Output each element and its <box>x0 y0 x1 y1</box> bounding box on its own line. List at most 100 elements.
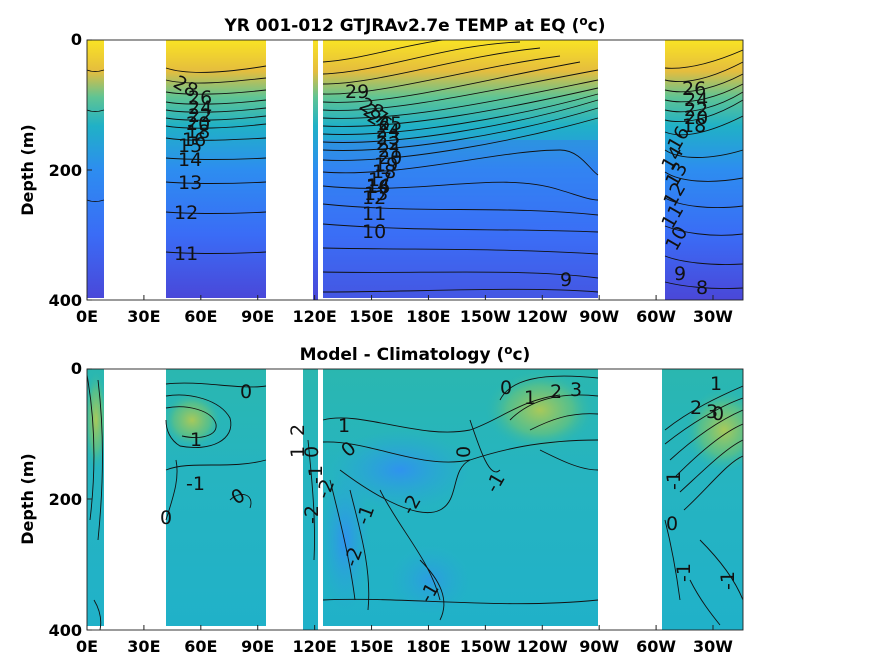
x-tick-label: 150E <box>349 307 393 326</box>
contour-label: 22 <box>188 105 212 127</box>
contour-label: 20 <box>186 113 210 135</box>
contour-label: 0 <box>240 381 252 403</box>
top-x-axis: 0E 30E 60E 90E 120E 150E 180E 150W 120W 90W 60W 30W <box>76 295 733 326</box>
contour-label: 3 <box>570 379 582 401</box>
contour-label: 26 <box>188 87 212 109</box>
top-y-axis: 0 200 400 Depth (m) <box>18 30 92 310</box>
contour-label: 18 <box>682 115 706 137</box>
x-tick-label: 0E <box>76 637 98 656</box>
y-tick-label: 0 <box>71 359 82 378</box>
x-tick-label: 120W <box>517 637 568 656</box>
contour-label: 19 <box>374 154 398 176</box>
y-axis-label: Depth (m) <box>18 124 37 216</box>
top-contours-indian <box>87 65 267 254</box>
contour-label: 3 <box>706 401 718 423</box>
x-tick-label: 120E <box>292 637 336 656</box>
contour-label: 1 <box>524 387 536 409</box>
land-americas <box>598 369 662 630</box>
contour-label: 1 <box>287 446 309 458</box>
contour-label: 0 <box>712 403 724 425</box>
contour-label: 0 <box>666 513 678 535</box>
contour-label: 21 <box>378 140 402 162</box>
x-tick-label: 180E <box>406 307 450 326</box>
land-africa <box>104 369 166 630</box>
x-tick-label: 90W <box>579 307 619 326</box>
contour-label: 20 <box>684 107 708 129</box>
contour-label: 9 <box>560 269 572 291</box>
x-tick-label: 30W <box>693 307 733 326</box>
y-tick-label: 0 <box>71 30 82 49</box>
y-tick-label: 200 <box>49 161 82 180</box>
x-tick-label: 60E <box>184 637 217 656</box>
contour-label: 13 <box>364 183 388 205</box>
y-tick-label: 200 <box>49 490 82 509</box>
contour-label: 22 <box>376 133 400 155</box>
contour-label: 9 <box>674 263 686 285</box>
contour-label: 18 <box>186 121 210 143</box>
contour-label: 25 <box>378 113 402 135</box>
contour-label: 0 <box>500 377 512 399</box>
x-tick-label: 30E <box>127 307 160 326</box>
top-field: 28 26 24 22 20 18 16 15 14 13 12 11 29 2… <box>87 40 743 300</box>
contour-label: 12 <box>174 202 198 224</box>
contour-label: 0 <box>160 507 172 529</box>
bottom-contours-pacific <box>307 375 599 621</box>
contour-label: 18 <box>372 161 396 183</box>
top-title: YR 001-012 GTJRAv2.7e TEMP at EQ (oc) <box>223 14 605 36</box>
bottom-x-axis: 0E 30E 60E 90E 120E 150E 180E 150W 120W 90W 60W 30W <box>76 625 733 656</box>
top-contours-pacific <box>322 40 599 293</box>
y-tick-label: 400 <box>49 291 82 310</box>
contour-label: 8 <box>696 277 708 299</box>
contour-label: 2 <box>287 424 309 436</box>
contour-label: -1 <box>673 563 695 582</box>
land-americas <box>598 40 665 300</box>
contour-label: 16 <box>366 176 390 198</box>
top-contours-atlantic <box>664 49 743 289</box>
contour-label: 29 <box>345 81 369 103</box>
x-tick-label: 90E <box>241 307 274 326</box>
y-tick-label: 400 <box>49 621 82 640</box>
bottom-contours-indian <box>87 374 267 630</box>
contour-label: 14 <box>366 175 390 197</box>
contour-label: 17 <box>368 169 392 191</box>
contour-label: 24 <box>188 97 212 119</box>
contour-label: 0 <box>301 446 323 458</box>
contour-label: 12 <box>362 187 386 209</box>
contour-label: -1 <box>305 465 327 484</box>
contour-label: -2 <box>301 505 323 524</box>
contour-label: 20 <box>378 147 402 169</box>
contour-label: 24 <box>376 120 400 142</box>
contour-label: 23 <box>376 127 400 149</box>
x-tick-label: 30E <box>127 637 160 656</box>
contour-label: 1 <box>338 415 350 437</box>
x-tick-label: 150E <box>349 637 393 656</box>
bottom-panel: Model - Climatology (oc) <box>18 343 744 656</box>
contour-label: 11 <box>362 203 386 225</box>
contour-label: -1 <box>663 471 685 490</box>
x-tick-label: 150W <box>460 307 511 326</box>
contour-label: 2 <box>550 381 562 403</box>
contour-label: 10 <box>362 221 386 243</box>
bottom-field: 0 1 -1 0 0 2 1 0 -1 1 0 -2 -2 -1 -2 -2 -… <box>87 369 743 630</box>
bottom-y-axis: 0 200 400 Depth (m) <box>18 359 92 640</box>
contour-label: -1 <box>717 571 739 590</box>
contour-label: 1 <box>190 429 202 451</box>
contour-label: 2 <box>690 397 702 419</box>
x-tick-label: 30W <box>693 637 733 656</box>
x-tick-label: 0E <box>76 307 98 326</box>
top-panel: YR 001-012 GTJRAv2.7e TEMP at EQ (oc) <box>18 14 744 326</box>
contour-label: 16 <box>182 129 206 151</box>
land-africa <box>104 40 166 300</box>
contour-label: 11 <box>174 243 198 265</box>
bottom-contours-atlantic <box>664 385 743 626</box>
land-strip <box>318 40 323 300</box>
x-tick-label: 150W <box>460 637 511 656</box>
contour-label: 14 <box>178 149 202 171</box>
x-tick-label: 180E <box>406 637 450 656</box>
land-strip <box>318 369 323 630</box>
y-axis-label: Depth (m) <box>18 453 37 545</box>
land-maritime <box>266 369 303 630</box>
contour-label: 0 <box>453 446 475 458</box>
contour-label: 26 <box>682 78 706 100</box>
